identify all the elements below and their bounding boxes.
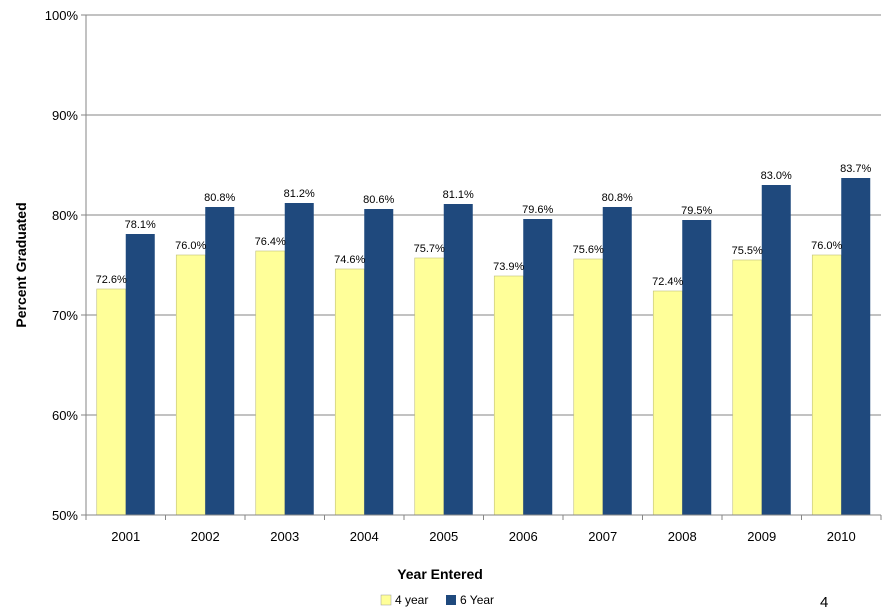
data-label-6-year-2010: 83.7% bbox=[840, 163, 871, 175]
bar-4-year-2001 bbox=[96, 288, 127, 516]
bar-6-year-2008 bbox=[682, 220, 712, 515]
legend-swatch-4-year bbox=[380, 594, 392, 606]
x-tick-label: 2002 bbox=[191, 529, 220, 544]
bar-4-year-2004 bbox=[334, 268, 365, 516]
data-label-6-year-2001: 78.1% bbox=[125, 219, 156, 231]
y-tick-label: 50% bbox=[52, 508, 78, 523]
y-axis-title: Percent Graduated bbox=[13, 202, 29, 327]
data-label-6-year-2007: 80.8% bbox=[602, 192, 633, 204]
x-tick-labels: 2001 2002 2003 2004 2005 2006 2007 2008 2009 2010 bbox=[111, 529, 855, 544]
data-label-6-year-2006: 79.6% bbox=[522, 204, 553, 216]
legend-label-6-year: 6 Year bbox=[460, 593, 494, 607]
x-tick-label: 2005 bbox=[429, 529, 458, 544]
x-tick-label: 2010 bbox=[827, 529, 856, 544]
data-label-4-year-2001: 72.6% bbox=[96, 274, 127, 286]
data-label-4-year-2006: 73.9% bbox=[493, 261, 524, 273]
data-label-6-year-2005: 81.1% bbox=[443, 189, 474, 201]
axes bbox=[85, 15, 882, 520]
bar-4-year-2009 bbox=[732, 259, 763, 516]
bar-6-year-2007 bbox=[602, 207, 632, 515]
y-tick-labels: 50% 60% 70% 80% 90% 100% bbox=[45, 8, 79, 523]
bar-4-year-2007 bbox=[573, 258, 604, 516]
bar-6-year-2001 bbox=[125, 234, 155, 515]
x-tick-label: 2003 bbox=[270, 529, 299, 544]
bar-4-year-2003 bbox=[255, 250, 286, 516]
x-tick-label: 2001 bbox=[111, 529, 140, 544]
bar-6-year-2005 bbox=[443, 204, 473, 515]
data-label-6-year-2003: 81.2% bbox=[284, 188, 315, 200]
data-labels: 72.6% 78.1% 76.0% 80.8% 76.4% 81.2% 74.6% 80.6%… bbox=[96, 163, 872, 288]
bar-6-year-2003 bbox=[284, 203, 314, 515]
x-tick-label: 2006 bbox=[509, 529, 538, 544]
data-label-4-year-2009: 75.5% bbox=[732, 245, 763, 257]
data-label-4-year-2005: 75.7% bbox=[414, 243, 445, 255]
data-label-4-year-2007: 75.6% bbox=[573, 244, 604, 256]
data-label-6-year-2002: 80.8% bbox=[204, 192, 235, 204]
x-tick-label: 2009 bbox=[747, 529, 776, 544]
bar-4-year-2002 bbox=[175, 254, 206, 516]
legend: 4 year 6 Year bbox=[380, 593, 494, 607]
y-tick-label: 100% bbox=[45, 8, 79, 23]
legend-label-4-year: 4 year bbox=[395, 593, 428, 607]
bar-4-year-2006 bbox=[493, 275, 524, 516]
x-axis-title: Year Entered bbox=[397, 566, 483, 582]
y-tick-label: 70% bbox=[52, 308, 78, 323]
x-tick-label: 2004 bbox=[350, 529, 379, 544]
y-tick-label: 80% bbox=[52, 208, 78, 223]
bar-6-year-2002 bbox=[205, 207, 235, 515]
bar-4-year-2010 bbox=[811, 254, 842, 516]
data-label-6-year-2004: 80.6% bbox=[363, 194, 394, 206]
data-label-4-year-2003: 76.4% bbox=[255, 236, 286, 248]
y-tick-label: 60% bbox=[52, 408, 78, 423]
bar-6-year-2009 bbox=[761, 185, 791, 515]
legend-swatch-6-year bbox=[446, 595, 456, 605]
bar-6-year-2004 bbox=[364, 209, 394, 515]
page-number: 4 bbox=[820, 594, 829, 611]
data-label-4-year-2004: 74.6% bbox=[334, 254, 365, 266]
bar-4-year-2005 bbox=[414, 257, 445, 516]
data-label-6-year-2009: 83.0% bbox=[761, 170, 792, 182]
data-label-4-year-2008: 72.4% bbox=[652, 276, 683, 288]
bar-6-year-2010 bbox=[841, 178, 871, 515]
bar-4-year-2008 bbox=[652, 290, 683, 516]
bars bbox=[96, 178, 871, 516]
data-label-6-year-2008: 79.5% bbox=[681, 205, 712, 217]
x-tick-label: 2008 bbox=[668, 529, 697, 544]
data-label-4-year-2010: 76.0% bbox=[811, 240, 842, 252]
data-label-4-year-2002: 76.0% bbox=[175, 240, 206, 252]
bar-6-year-2006 bbox=[523, 219, 553, 515]
y-tick-label: 90% bbox=[52, 108, 78, 123]
x-tick-label: 2007 bbox=[588, 529, 617, 544]
